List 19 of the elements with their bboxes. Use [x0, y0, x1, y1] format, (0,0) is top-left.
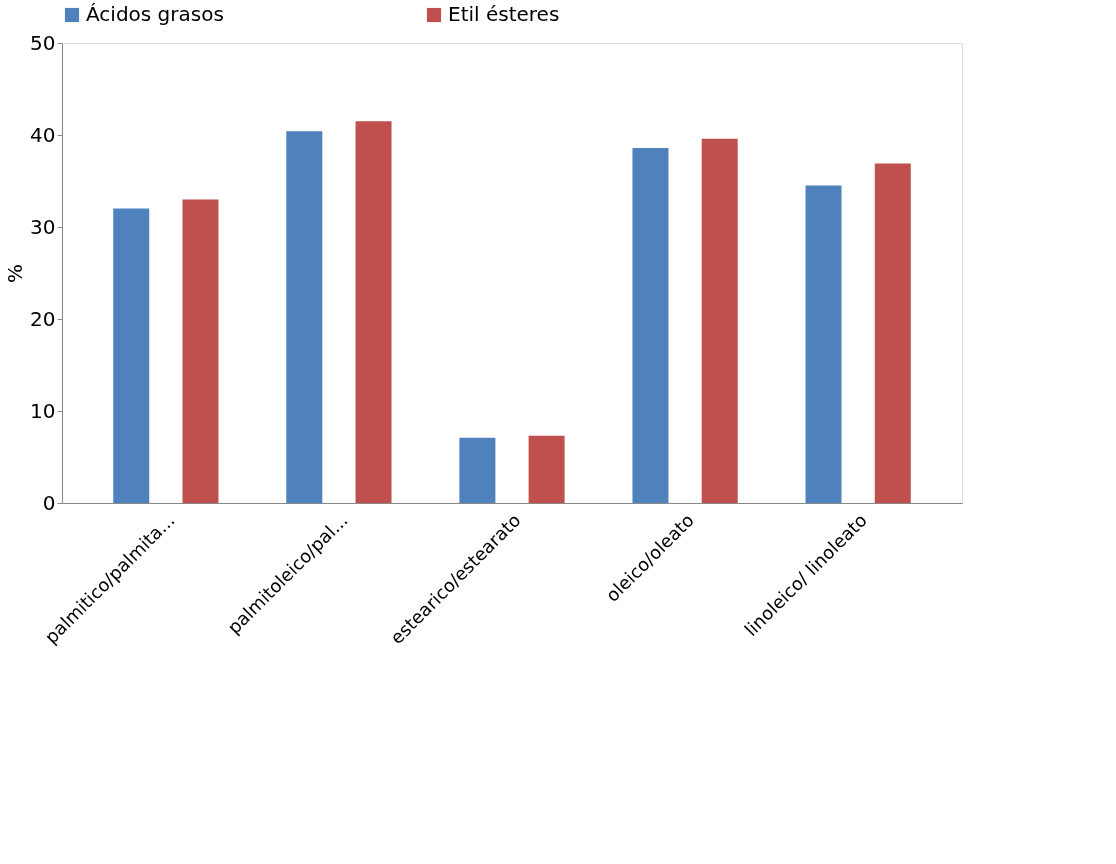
- y-axis-title: %: [3, 263, 28, 284]
- legend-label: Ácidos grasos: [86, 2, 224, 26]
- bar: [182, 199, 219, 503]
- y-tick-label: 30: [30, 214, 56, 239]
- y-tick-label: 0: [42, 490, 56, 515]
- bar: [701, 138, 738, 503]
- bar: [459, 437, 496, 503]
- y-tick-label: 40: [30, 122, 56, 147]
- bar: [113, 208, 150, 503]
- bar: [286, 131, 323, 503]
- bar: [805, 185, 842, 503]
- bar: [874, 163, 911, 503]
- bar: [632, 147, 669, 503]
- y-tick-label: 20: [30, 306, 56, 331]
- y-tick-label: 50: [30, 30, 56, 55]
- legend-label: Etil ésteres: [448, 2, 560, 26]
- bar: [528, 435, 565, 503]
- y-tick-label: 10: [30, 398, 56, 423]
- bar: [355, 121, 392, 503]
